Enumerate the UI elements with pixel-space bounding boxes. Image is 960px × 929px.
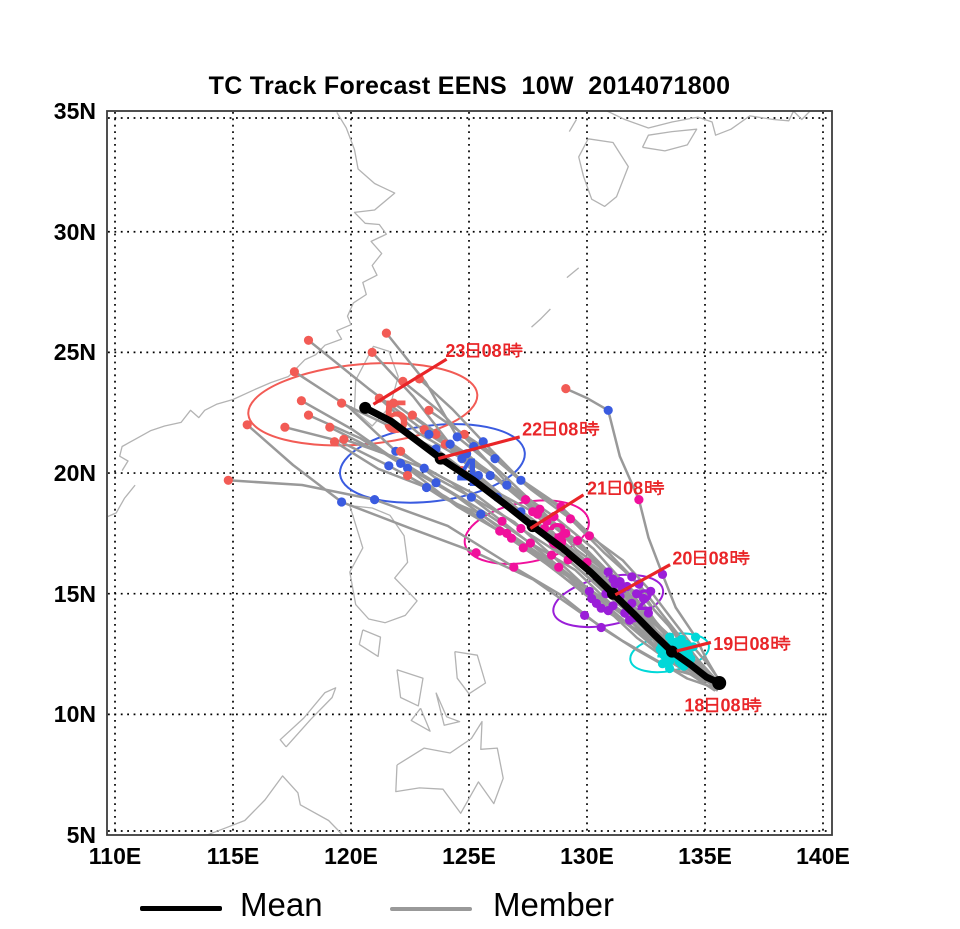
- svg-text:23: 23: [445, 341, 465, 361]
- x-axis-tick: 115E: [206, 843, 260, 869]
- x-axis-tick: 130E: [560, 843, 614, 869]
- x-axis-tick: 135E: [678, 843, 732, 869]
- legend-mean-line: [140, 906, 222, 911]
- x-axis-tick: 110E: [88, 843, 142, 869]
- plot-border: [106, 110, 833, 836]
- svg-text:19: 19: [713, 634, 733, 654]
- x-axis-tick: 125E: [442, 843, 496, 869]
- y-axis-tick: 15N: [53, 581, 96, 607]
- svg-text:08: 08: [709, 548, 729, 568]
- legend-member-label: Member: [493, 886, 615, 923]
- mean-day-dots: [359, 401, 727, 690]
- annotations: 19 08 20 08 21 08 22 08 23 08 18 08: [372, 341, 791, 716]
- svg-text:08: 08: [623, 478, 643, 498]
- svg-text:08: 08: [721, 696, 741, 716]
- y-axis-tick: 25N: [53, 339, 96, 365]
- page-title: TC Track Forecast EENS 10W 2014071800: [208, 72, 731, 100]
- legend-member-line: [390, 907, 472, 911]
- svg-text:2: 2: [636, 584, 653, 617]
- coastlines: [107, 111, 811, 835]
- y-axis-tick: 20N: [53, 460, 96, 486]
- svg-text:08: 08: [749, 634, 769, 654]
- svg-text:22: 22: [522, 419, 542, 439]
- graticule: [108, 112, 831, 834]
- svg-text:18: 18: [684, 696, 704, 716]
- svg-text:21: 21: [587, 478, 607, 498]
- y-axis-tick: 35N: [53, 98, 96, 124]
- svg-text:08: 08: [558, 419, 578, 439]
- mean-track: [361, 404, 723, 687]
- y-axis-tick: 10N: [53, 701, 96, 727]
- member-day-dots: [223, 328, 701, 674]
- y-axis-tick: 5N: [66, 822, 96, 848]
- y-axis-tick: 30N: [53, 219, 96, 245]
- svg-text:20: 20: [672, 548, 692, 568]
- x-axis-tick: 140E: [796, 843, 850, 869]
- x-axis-tick: 120E: [324, 843, 378, 869]
- legend-mean-label: Mean: [240, 886, 323, 923]
- svg-text:08: 08: [482, 341, 502, 361]
